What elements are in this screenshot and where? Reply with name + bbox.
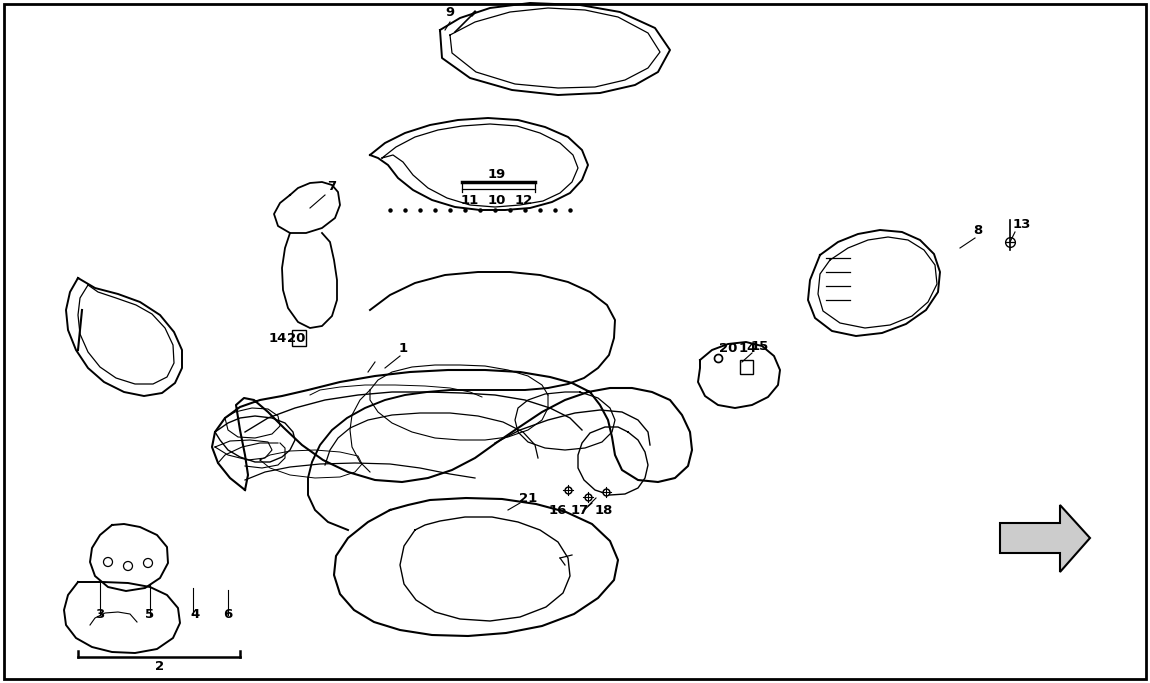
Text: 21: 21 <box>519 492 537 505</box>
Text: 19: 19 <box>488 169 506 182</box>
Text: 14: 14 <box>738 342 757 354</box>
Text: 2: 2 <box>155 660 164 673</box>
Text: 18: 18 <box>595 503 613 516</box>
Text: 10: 10 <box>488 193 506 206</box>
Text: 7: 7 <box>328 180 337 193</box>
Text: 17: 17 <box>570 503 589 516</box>
Text: 9: 9 <box>445 7 454 20</box>
Bar <box>292 330 306 346</box>
Text: 5: 5 <box>145 609 154 622</box>
Text: 15: 15 <box>751 339 769 352</box>
Text: 4: 4 <box>191 609 200 622</box>
Text: 11: 11 <box>461 193 480 206</box>
Text: 12: 12 <box>515 193 534 206</box>
Text: 14: 14 <box>269 331 288 344</box>
Text: 8: 8 <box>973 223 982 236</box>
Bar <box>739 360 753 374</box>
Text: 20: 20 <box>286 331 305 344</box>
Text: 20: 20 <box>719 342 737 354</box>
Text: 16: 16 <box>549 503 567 516</box>
Text: 6: 6 <box>223 609 232 622</box>
Text: 1: 1 <box>398 342 407 354</box>
Polygon shape <box>1000 505 1090 572</box>
Text: 3: 3 <box>95 609 105 622</box>
Text: 13: 13 <box>1013 217 1032 230</box>
